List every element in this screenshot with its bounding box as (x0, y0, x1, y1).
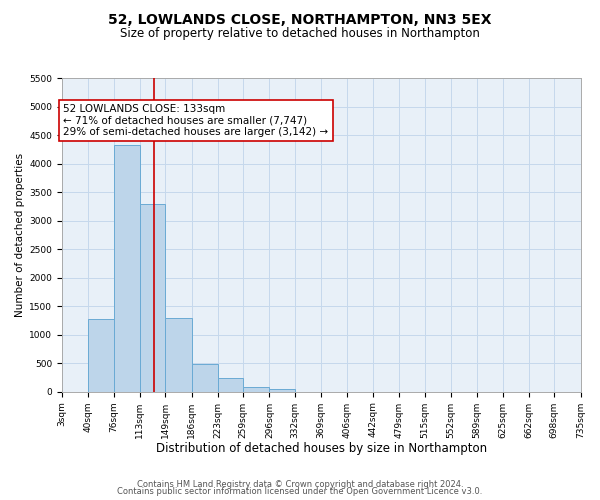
Y-axis label: Number of detached properties: Number of detached properties (15, 153, 25, 317)
Text: 52 LOWLANDS CLOSE: 133sqm
← 71% of detached houses are smaller (7,747)
29% of se: 52 LOWLANDS CLOSE: 133sqm ← 71% of detac… (64, 104, 328, 138)
Text: 52, LOWLANDS CLOSE, NORTHAMPTON, NN3 5EX: 52, LOWLANDS CLOSE, NORTHAMPTON, NN3 5EX (108, 12, 492, 26)
Text: Size of property relative to detached houses in Northampton: Size of property relative to detached ho… (120, 28, 480, 40)
Bar (243, 386, 269, 392)
Text: Contains public sector information licensed under the Open Government Licence v3: Contains public sector information licen… (118, 487, 482, 496)
Bar (88, 320, 113, 392)
Bar (166, 318, 191, 392)
Bar (191, 364, 218, 392)
Bar (140, 204, 166, 392)
X-axis label: Distribution of detached houses by size in Northampton: Distribution of detached houses by size … (155, 442, 487, 455)
Bar (218, 378, 243, 392)
Text: Contains HM Land Registry data © Crown copyright and database right 2024.: Contains HM Land Registry data © Crown c… (137, 480, 463, 489)
Bar (269, 389, 295, 392)
Bar (113, 145, 140, 392)
